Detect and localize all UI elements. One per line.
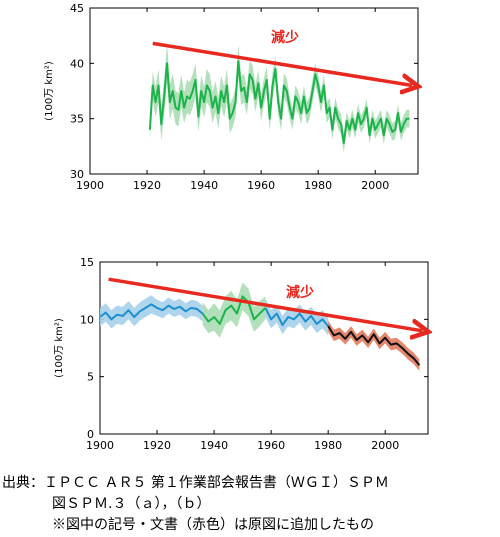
chart-canvas: 1900 1920 1940 1960 1980 2000 30 35 40 45 (100万 km… <box>44 2 500 452</box>
caption-line-2: 図ＳＰＭ.３（ａ），（ｂ） <box>52 496 211 512</box>
uncertainty-band <box>100 295 203 329</box>
chart-panel-1: 1900 1920 1940 1960 1980 2000 30 35 40 45 (100万 km… <box>44 2 418 192</box>
series-line <box>99 303 204 321</box>
x-tick-label: 1900 <box>76 179 104 192</box>
chart-panel-2: 1900 1920 1940 1960 1980 2000 0 5 10 15 (100万 km²)… <box>54 256 428 452</box>
source-caption: 出典：ＩＰＣＣ ＡＲ５ 第１作業部会報告書（ＷＧＩ）ＳＰＭ 図ＳＰＭ.３（ａ），… <box>2 473 500 536</box>
x-tick-label: 2000 <box>361 179 389 192</box>
y-tick-label: 10 <box>80 313 94 326</box>
y-tick-label: 5 <box>87 371 94 384</box>
x-tick-label: 1960 <box>247 179 275 192</box>
x-tick-label: 2000 <box>371 439 399 452</box>
x-tick-label: 1940 <box>190 179 218 192</box>
y-axis-label: (100万 km²) <box>44 61 55 121</box>
series-line <box>148 60 410 144</box>
x-tick-label: 1920 <box>143 439 171 452</box>
x-tick-label: 1960 <box>257 439 285 452</box>
y-tick-label: 45 <box>70 2 84 15</box>
x-tick-label: 1980 <box>304 179 332 192</box>
plot-frame <box>99 261 429 435</box>
y-tick-label: 35 <box>70 113 84 126</box>
x-tick-label: 1920 <box>133 179 161 192</box>
uncertainty-band <box>149 43 410 153</box>
annotation-label: 減少 <box>286 284 314 301</box>
annotation-label: 減少 <box>271 29 299 46</box>
y-tick-label: 30 <box>70 168 84 181</box>
trend-arrow <box>152 41 413 85</box>
caption-line-3: ※図中の記号・文書（赤色）は原図に追加したもの <box>52 517 374 533</box>
y-tick-label: 40 <box>70 57 84 70</box>
series-line <box>327 325 421 366</box>
series-line <box>201 295 267 325</box>
x-tick-label: 1940 <box>200 439 228 452</box>
x-tick-label: 1900 <box>86 439 114 452</box>
y-axis-label: (100万 km²) <box>54 318 65 378</box>
y-tick-label: 15 <box>80 256 94 269</box>
series-line <box>264 307 329 327</box>
caption-line-1: 出典：ＩＰＣＣ ＡＲ５ 第１作業部会報告書（ＷＧＩ）ＳＰＭ <box>2 475 389 491</box>
x-tick-label: 1980 <box>314 439 342 452</box>
y-tick-label: 0 <box>87 428 94 441</box>
trend-arrow <box>108 277 423 331</box>
